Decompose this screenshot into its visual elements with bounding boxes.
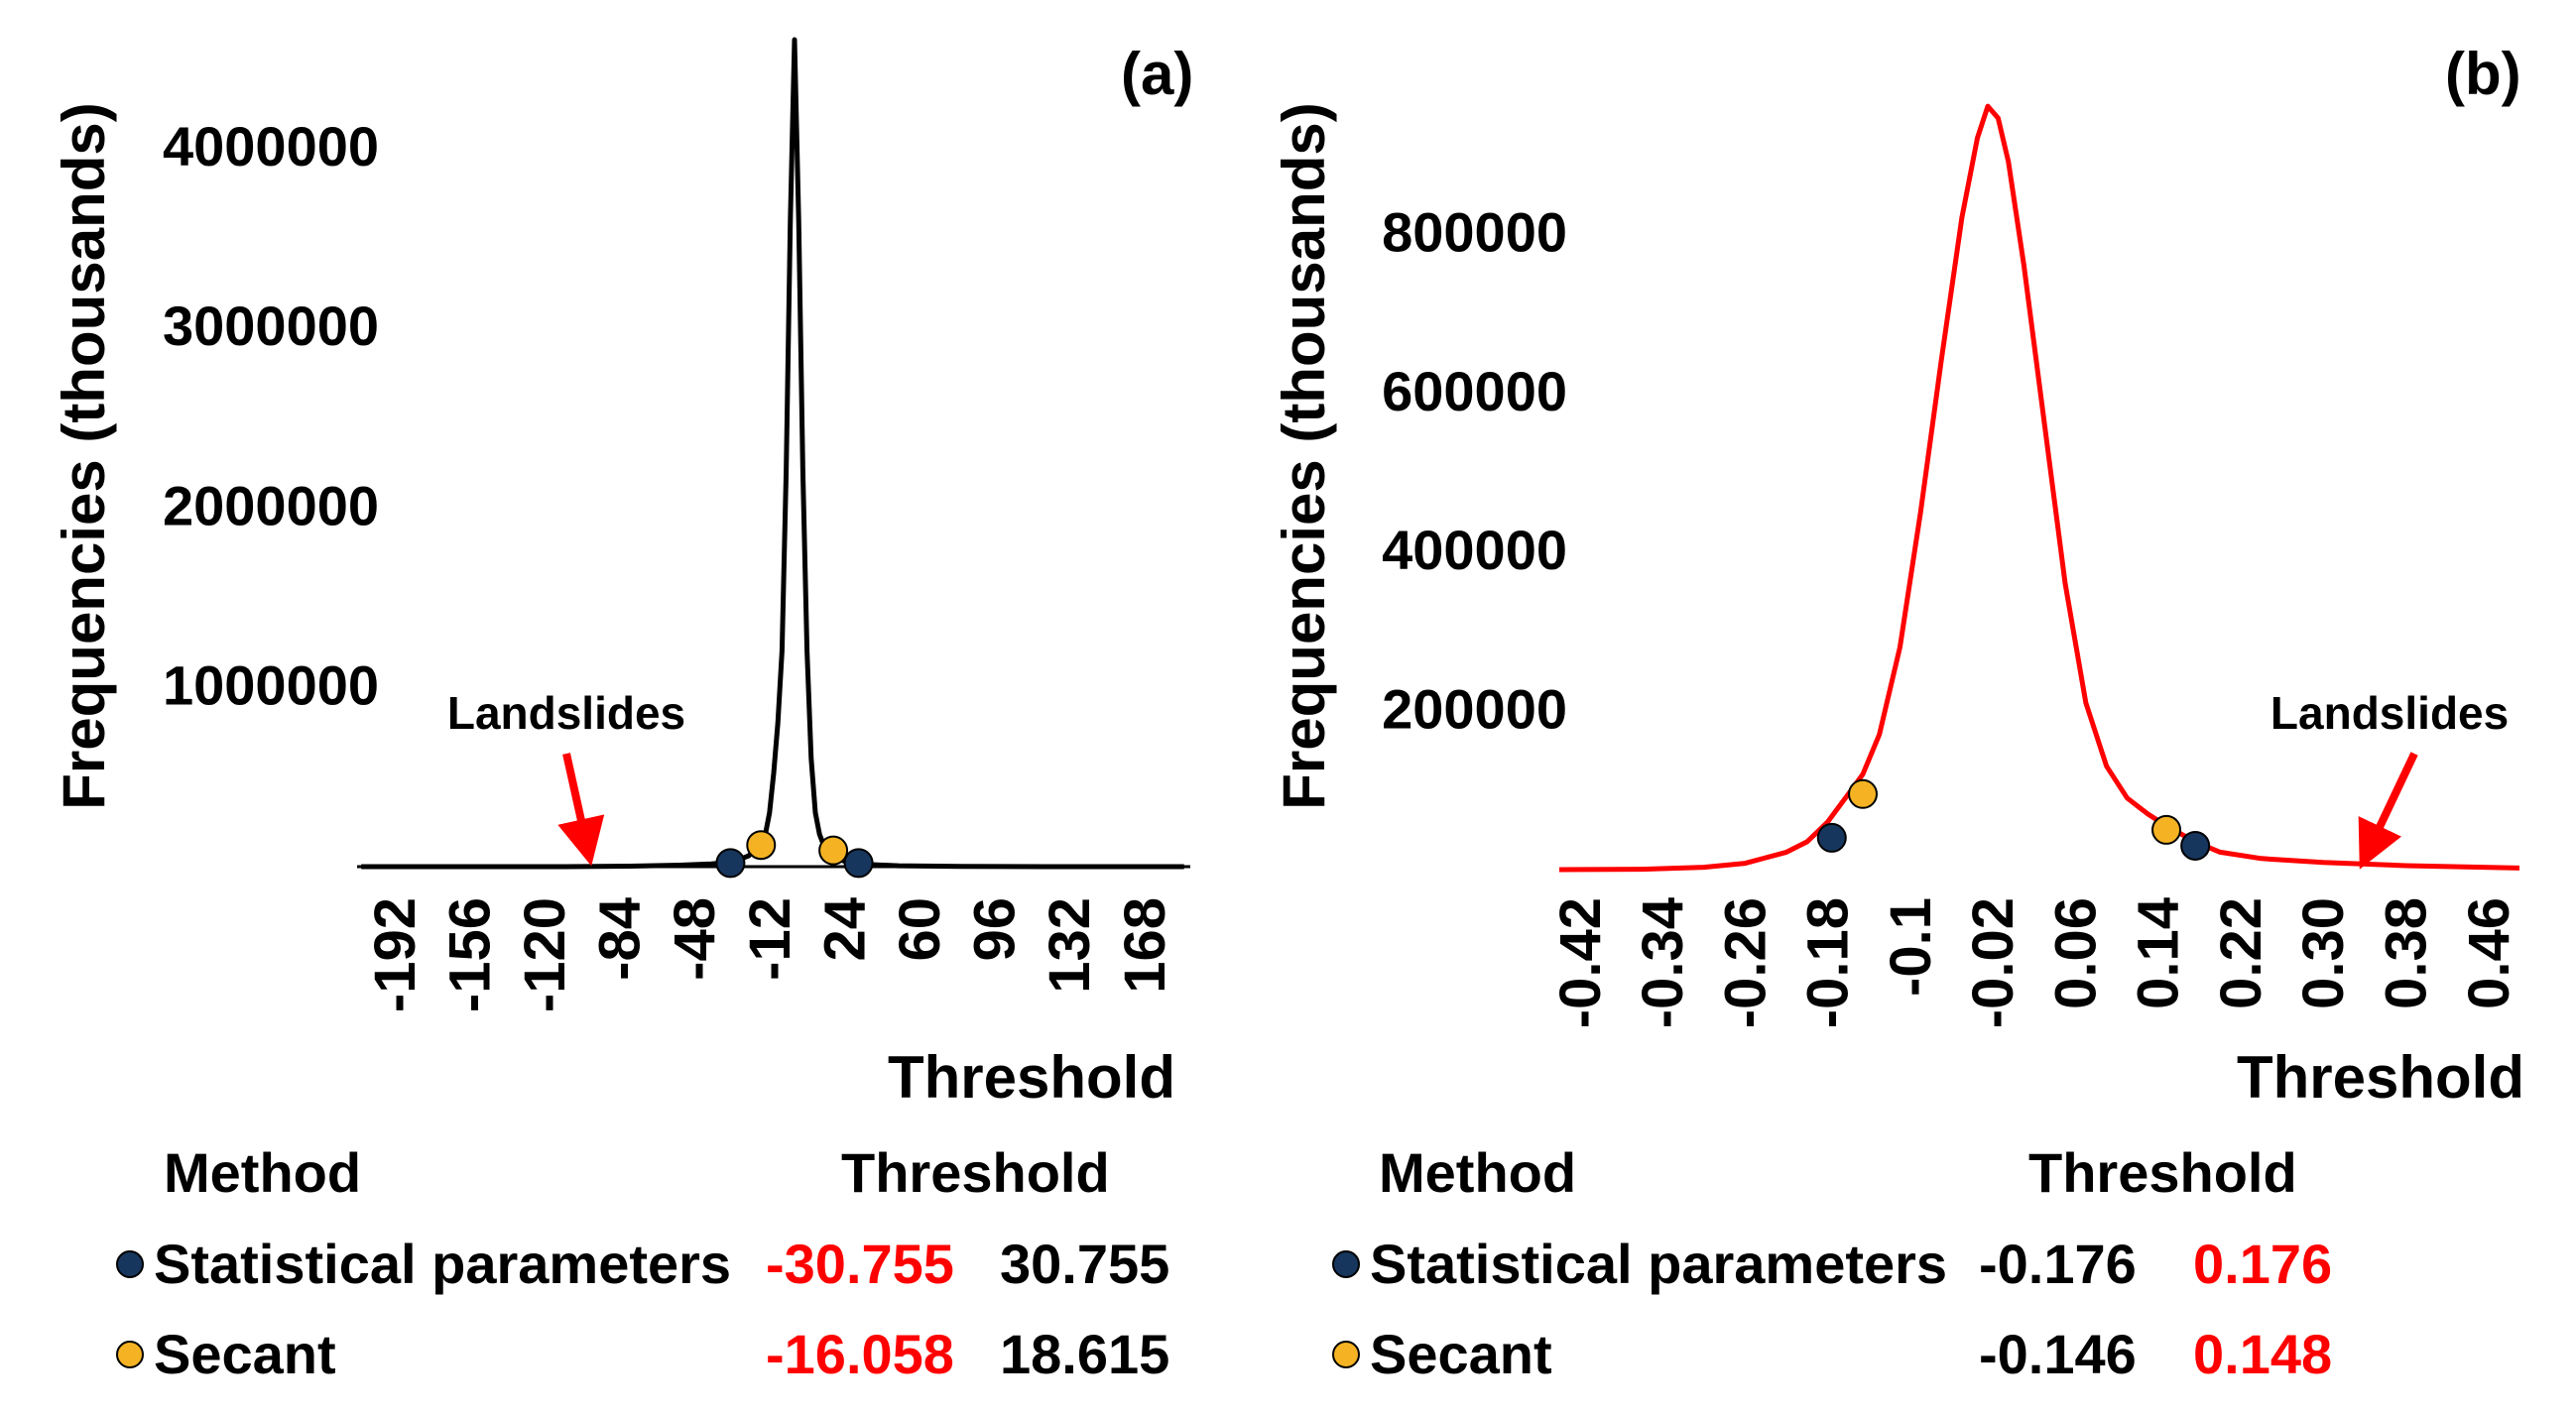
panel-b-x-tick-label: 0.30 — [2291, 897, 2356, 1009]
legend-a-row-secant-label: Secant — [154, 1323, 336, 1385]
panel-a-curve-line — [361, 37, 1184, 870]
legend-a-row-statistical-label: Statistical parameters — [154, 1233, 732, 1295]
panel-b-x-tick-label: 0.46 — [2457, 897, 2521, 1009]
panel-b-x-tick-label: 0.22 — [2209, 897, 2273, 1009]
panel-a-x-tick-label: -48 — [663, 897, 727, 981]
legend-b-header-method: Method — [1379, 1140, 1576, 1205]
panel-a-secant-marker — [818, 835, 849, 866]
panel-a-landslides-arrow — [557, 753, 605, 867]
panel-a-x-tick-label: 60 — [888, 897, 952, 962]
panel-a-y-tick-label: 1000000 — [163, 654, 379, 717]
legend-a-secant-high-value: 18.615 — [1000, 1323, 1170, 1385]
legend-a-statistical-low-value: -30.755 — [766, 1233, 954, 1295]
panel-a-landslides-annotation: Landslides — [447, 687, 685, 739]
panel-b-landslides-annotation: Landslides — [2270, 687, 2509, 739]
statistical-marker-icon — [116, 1249, 144, 1278]
panel-a-y-tick-label: 4000000 — [163, 115, 379, 177]
panel-a-statistical-marker — [843, 848, 874, 879]
legend-b-row-statistical-label: Statistical parameters — [1370, 1233, 1948, 1295]
panel-a-x-tick-label: 132 — [1038, 897, 1102, 994]
panel-b-x-tick-label: 0.06 — [2043, 897, 2108, 1009]
legend-b-row-secant: Secant — [1332, 1322, 1552, 1386]
panel-b-x-tick-label: -0.1 — [1879, 897, 1943, 997]
legend-b-secant-low-value: -0.146 — [1979, 1323, 2137, 1385]
panel-b-y-tick-label: 600000 — [1382, 360, 1567, 422]
panel-a-y-tick-label: 2000000 — [163, 474, 379, 536]
panel-b-x-tick-label: -0.42 — [1548, 897, 1613, 1028]
panel-a-x-axis-title: Threshold — [888, 1044, 1175, 1111]
chart-panel-b: (b) Frequencies (thousands) Threshold 20… — [1271, 41, 2524, 1111]
legend-b-row-statistical: Statistical parameters — [1332, 1232, 1947, 1296]
panel-b-secant-marker — [2151, 814, 2182, 845]
panel-b-curve-line — [1558, 103, 2520, 873]
panel-b-x-axis-title: Threshold — [2237, 1044, 2524, 1111]
panel-b-x-tick-label: -0.18 — [1796, 897, 1861, 1028]
panel-b-statistical-marker — [2180, 830, 2211, 861]
panel-b-y-tick-label: 400000 — [1382, 519, 1567, 581]
panel-b-x-tick-label: -0.26 — [1713, 897, 1778, 1028]
panel-b-label: (b) — [2445, 41, 2521, 107]
panel-b-statistical-marker — [1816, 822, 1847, 853]
secant-marker-icon — [116, 1340, 144, 1368]
legend-a-row-statistical: Statistical parameters — [116, 1232, 731, 1296]
legend-b-threshold-header-text: Threshold — [2028, 1141, 2297, 1204]
statistical-marker-icon — [1332, 1249, 1360, 1278]
panel-b-y-tick-label: 800000 — [1382, 200, 1567, 263]
legend-b-method-header-text: Method — [1379, 1141, 1577, 1204]
legend-a-row-secant: Secant — [116, 1322, 336, 1386]
panel-b-x-tick-label: -0.34 — [1631, 897, 1695, 1028]
panel-a-x-tick-label: 168 — [1113, 897, 1177, 994]
panel-a-x-tick-label: -156 — [437, 897, 502, 1012]
panel-a-x-tick-label: 96 — [963, 897, 1028, 962]
legend-a-threshold-header-text: Threshold — [841, 1141, 1110, 1204]
panel-a-y-axis-title: Frequencies (thousands) — [51, 102, 117, 809]
panel-b-landslides-arrow — [2358, 752, 2418, 870]
panel-b-x-tick-label: -0.02 — [1961, 897, 2025, 1028]
panel-a-label: (a) — [1121, 41, 1193, 107]
panel-b-y-tick-label: 200000 — [1382, 678, 1567, 741]
legend-b-secant-high-value: 0.148 — [2193, 1323, 2333, 1385]
panel-a-x-tick-label: -84 — [588, 897, 653, 981]
panel-a-secant-marker — [746, 830, 777, 861]
legend-a-header-method: Method — [164, 1140, 361, 1205]
panel-b-x-tick-label: 0.38 — [2375, 897, 2439, 1009]
panel-a-x-tick-label: -12 — [738, 897, 802, 981]
secant-marker-icon — [1332, 1340, 1360, 1368]
legend-a-header-threshold: Threshold — [841, 1140, 1110, 1205]
legend-a-statistical-high-value: 30.755 — [1000, 1233, 1170, 1295]
legend-a-method-header-text: Method — [164, 1141, 362, 1204]
panel-a-x-tick-label: 24 — [812, 897, 877, 962]
legend-a-secant-low-value: -16.058 — [766, 1323, 954, 1385]
legend-b-row-secant-label: Secant — [1370, 1323, 1552, 1385]
legend-b-header-threshold: Threshold — [2028, 1140, 2297, 1205]
legend-b-statistical-low-value: -0.176 — [1979, 1233, 2137, 1295]
panel-b-x-tick-label: 0.14 — [2127, 897, 2191, 1009]
legend-b-statistical-high-value: 0.176 — [2193, 1233, 2333, 1295]
chart-panel-a: (a) Frequencies (thousands) Threshold 10… — [51, 37, 1193, 1111]
panel-a-y-tick-label: 3000000 — [163, 295, 379, 357]
panel-a-x-tick-label: -120 — [513, 897, 577, 1012]
panel-b-y-axis-title: Frequencies (thousands) — [1271, 102, 1337, 809]
panel-b-secant-marker — [1848, 778, 1879, 809]
panel-a-x-tick-label: -192 — [363, 897, 428, 1012]
panel-a-statistical-marker — [715, 848, 746, 879]
